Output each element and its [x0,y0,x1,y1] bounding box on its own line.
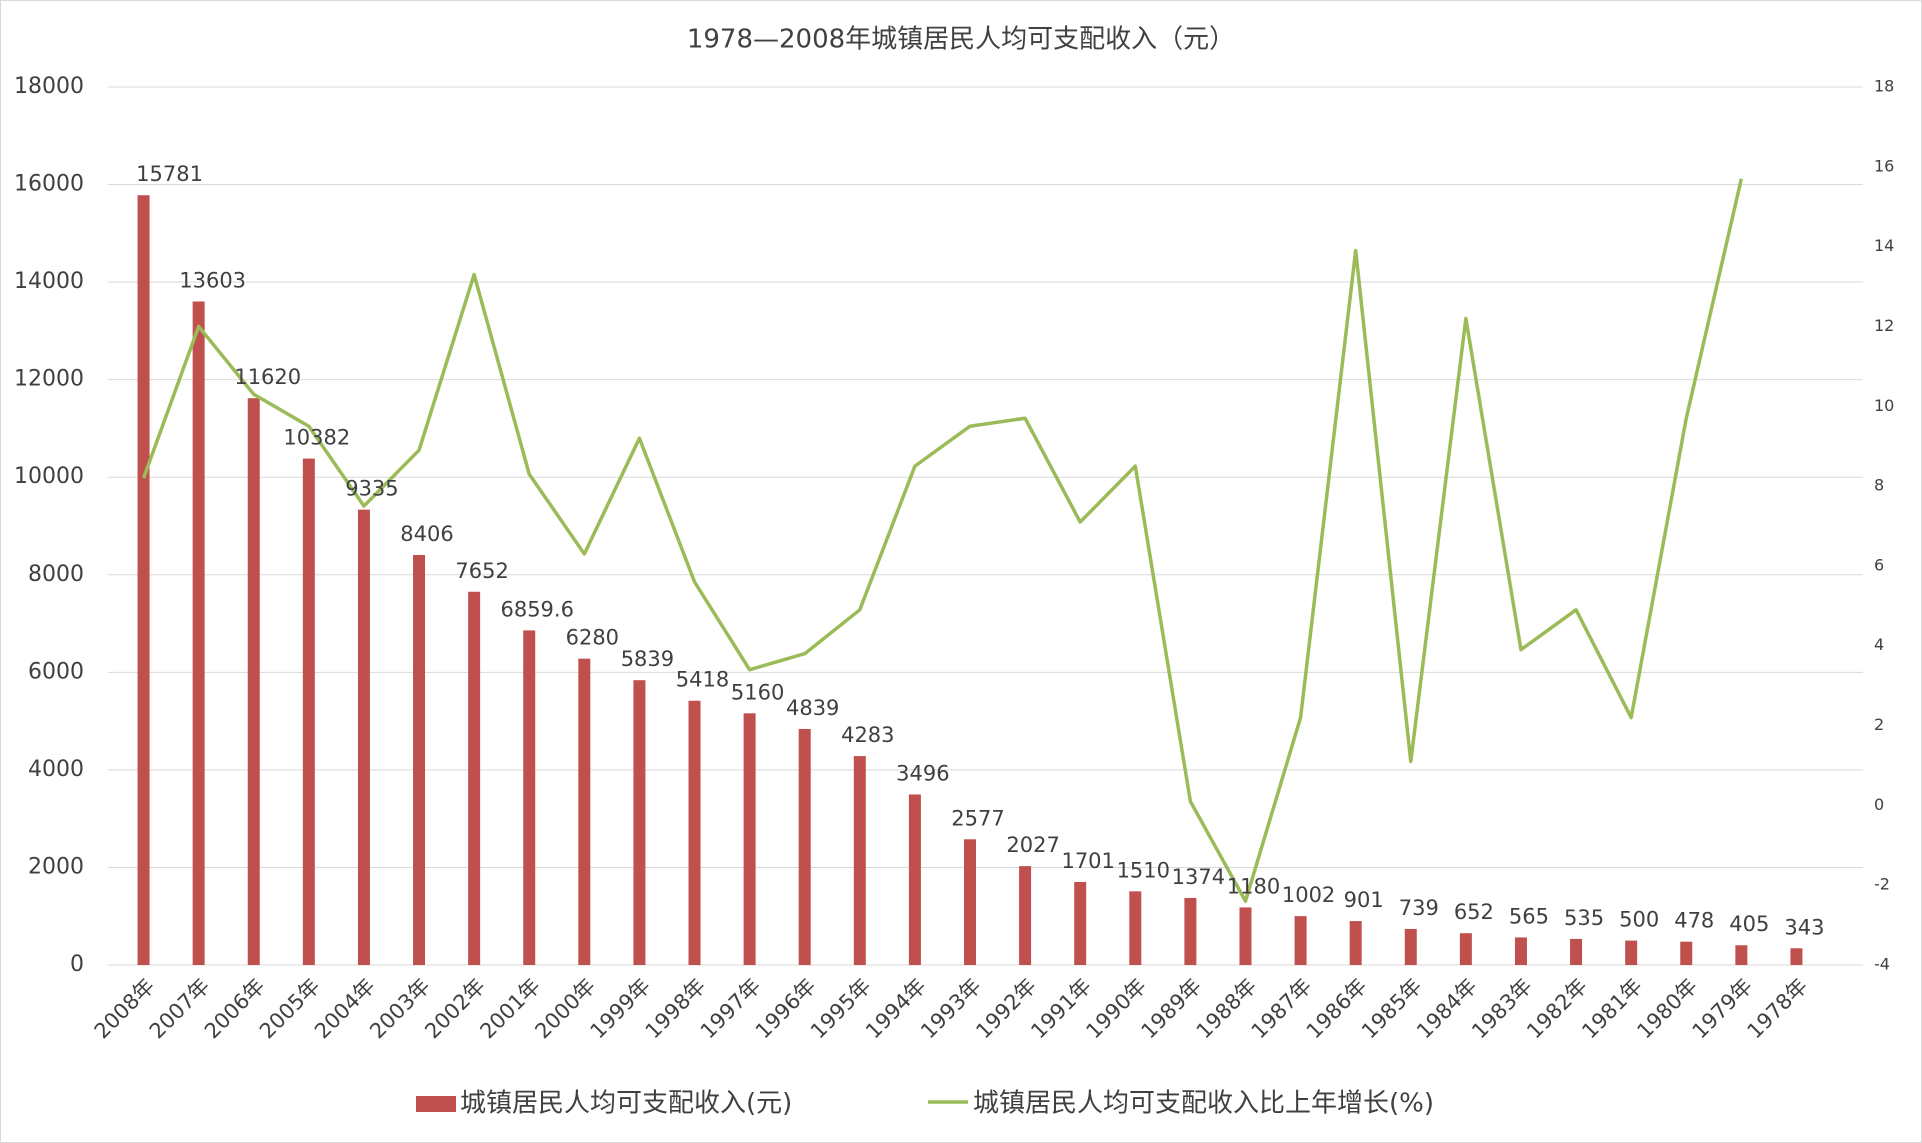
y-tick-label: 2000 [28,854,84,879]
y-tick-label: 16000 [14,172,84,197]
y2-tick-label: -2 [1874,875,1890,894]
bar [743,713,756,965]
data-label: 3496 [896,761,949,785]
data-label: 6859.6 [500,597,573,621]
data-label: 15781 [136,162,203,186]
data-label: 10382 [283,426,350,450]
data-label: 652 [1454,900,1494,924]
y-tick-label: 0 [70,952,84,977]
bar [247,398,260,965]
y2-tick-label: 4 [1874,635,1884,654]
bar [468,591,481,965]
bar [853,756,866,965]
bar [1019,866,1032,965]
data-label: 13603 [179,268,246,292]
data-label: 2577 [951,806,1004,830]
y2-tick-label: 8 [1874,476,1884,495]
bar [1625,940,1638,965]
y-tick-label: 10000 [14,464,84,489]
data-label: 478 [1674,909,1714,933]
data-label: 4283 [841,723,894,747]
data-label: 4839 [786,696,839,720]
bar [688,700,701,965]
bar [964,839,976,965]
data-label: 5418 [676,668,729,692]
bar [1680,941,1693,965]
y2-tick-label: 2 [1874,715,1884,734]
data-label: 500 [1619,908,1659,932]
y-tick-label: 6000 [28,659,84,684]
y2-tick-label: 12 [1874,316,1894,335]
data-label: 739 [1399,896,1439,920]
bar [1735,945,1748,965]
data-label: 11620 [234,365,301,389]
data-label: 565 [1509,904,1549,928]
line-series [141,178,1744,903]
legend-label: 城镇居民人均可支配收入(元) [460,1089,792,1119]
bar [1074,882,1087,965]
bar [908,794,921,965]
bar [578,658,591,965]
y2-tick-label: 0 [1874,795,1884,814]
data-label: 9335 [345,477,398,501]
data-label: 343 [1784,915,1824,939]
data-label: 5839 [621,647,674,671]
data-label: 901 [1344,888,1384,912]
bar [1404,928,1417,965]
y-tick-label: 18000 [14,74,84,99]
bar [1459,933,1472,965]
bar [1294,916,1307,965]
bar [1239,907,1252,965]
bar [523,630,536,965]
data-label: 1002 [1282,883,1335,907]
data-label: 5160 [731,680,784,704]
bar [633,680,646,965]
data-label: 1510 [1117,858,1170,882]
y-tick-label: 4000 [28,757,84,782]
legend-swatch [416,1096,456,1112]
y-tick-label: 12000 [14,367,84,392]
y-tick-label: 8000 [28,562,84,587]
bar [1129,891,1142,965]
data-label: 405 [1729,912,1769,936]
bar [413,554,426,965]
data-label: 7652 [455,559,508,583]
y2-tick-label: 16 [1874,156,1894,175]
data-label: 1180 [1227,874,1280,898]
data-label: 1374 [1172,865,1225,889]
bar [1570,938,1583,965]
y2-tick-label: 10 [1874,396,1894,415]
data-label: 2027 [1006,833,1059,857]
data-label: 1701 [1061,849,1114,873]
bar [1184,897,1197,965]
bar [1790,948,1803,965]
bar [1349,921,1362,965]
y2-tick-label: 18 [1874,77,1894,96]
legend-label: 城镇居民人均可支配收入比上年增长(%) [973,1089,1434,1119]
chart-title: 1978—2008年城镇居民人均可支配收入（元） [687,25,1235,55]
y2-tick-label: -4 [1874,955,1890,974]
y2-tick-label: 6 [1874,555,1884,574]
y-tick-label: 14000 [14,269,84,294]
data-label: 8406 [400,522,453,546]
data-label: 6280 [566,626,619,650]
data-label: 535 [1564,906,1604,930]
bar [798,728,811,965]
bar [357,509,370,965]
bar [302,458,315,965]
bar [1514,937,1527,965]
y2-tick-label: 14 [1874,236,1894,255]
bar [137,195,150,965]
bar [192,301,205,965]
